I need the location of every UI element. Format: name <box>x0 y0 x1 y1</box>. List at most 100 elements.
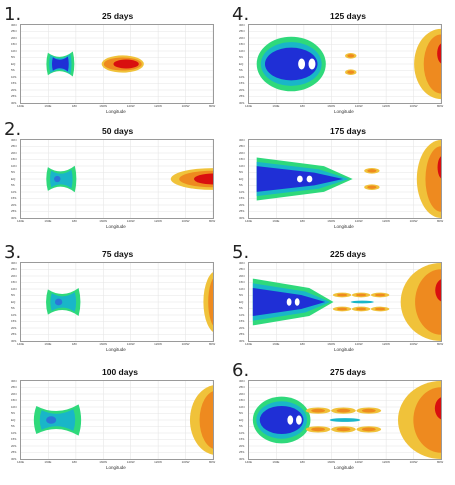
contour-plot <box>21 263 213 341</box>
y-tick-label: 30S <box>11 338 17 343</box>
y-tick-label: 10N <box>239 48 245 53</box>
contour-big_blue-0-hole-a <box>298 58 306 70</box>
y-tick-label: 10N <box>239 163 245 168</box>
x-tick-label: 140W <box>126 104 135 108</box>
y-tick-label: 15S <box>11 196 17 200</box>
y-tick-label: EQ <box>11 299 16 304</box>
y-tick-label: 30N <box>239 378 245 383</box>
y-tick-label: 5N <box>239 55 243 59</box>
contour-orange_chain-1-sc2 <box>374 307 386 311</box>
y-tick-label: 20N <box>239 273 245 278</box>
contour-green_bowtie-0-mid <box>39 409 76 431</box>
y-tick-label: 25S <box>11 209 17 213</box>
contour-plot <box>21 381 213 459</box>
x-tick-label: 160E <box>44 460 52 464</box>
panel-number: 4. <box>232 4 250 25</box>
contour-big_blue-0-hole-a <box>287 415 294 425</box>
y-tick-label: 30N <box>239 137 245 142</box>
y-tick-label: 5N <box>11 55 15 59</box>
x-tick-label: 160W <box>327 460 336 464</box>
y-tick-label: 15S <box>239 319 245 323</box>
x-tick-label: 120W <box>154 460 162 464</box>
x-tick-label: 120W <box>154 342 162 346</box>
y-tick-label: 20N <box>239 150 245 155</box>
panel-number: 6. <box>232 360 250 381</box>
y-tick-label: 25S <box>239 94 245 98</box>
x-tick-label: 180 <box>299 460 305 464</box>
y-tick-label: 5N <box>11 411 15 415</box>
x-tick-label: 100W <box>409 460 418 464</box>
panel-5: 4. 125 days 30N 25N 20N 15N 10N 5N EQ 5S 10S 15S 20S… <box>232 4 450 122</box>
x-tick-label: 80W <box>209 219 216 223</box>
panel-title: 125 days <box>330 11 366 21</box>
y-tick-label: 15S <box>11 319 17 323</box>
y-tick-label: 20N <box>11 391 17 396</box>
contour-orange_edge-2-mid <box>425 146 441 212</box>
x-tick-label: 80W <box>437 219 444 223</box>
y-tick-label: 15N <box>239 42 245 46</box>
y-tick-label: 20N <box>239 391 245 396</box>
panel-title: 225 days <box>330 249 366 259</box>
y-tick-label: 20N <box>11 150 17 155</box>
x-tick-label: 160E <box>44 104 52 108</box>
contour-orange_chain-1-nc1 <box>336 408 351 413</box>
x-axis-label: Longitude <box>106 109 126 114</box>
y-tick-label: 5S <box>239 68 243 72</box>
y-tick-label: 30N <box>11 260 17 265</box>
y-tick-label: 20S <box>11 87 17 92</box>
y-tick-label: 20N <box>11 273 17 278</box>
contour-plot <box>249 263 441 341</box>
y-tick-label: 10S <box>239 312 245 317</box>
x-tick-label: 140W <box>354 460 363 464</box>
y-tick-label: EQ <box>239 176 244 181</box>
y-tick-label: 15S <box>239 81 245 85</box>
y-tick-label: 10S <box>11 430 17 435</box>
y-tick-label: 15N <box>239 280 245 284</box>
x-tick-label: 160W <box>327 342 336 346</box>
y-tick-label: 20S <box>11 202 17 207</box>
panel-8: 6. 275 days 30N 25N 20N 15N 10N 5N EQ 5S 10S 15S 20S… <box>232 360 450 478</box>
x-tick-label: 100W <box>409 219 418 223</box>
y-tick-label: 15N <box>239 157 245 161</box>
y-tick-label: 20S <box>11 325 17 330</box>
panel-number: 5. <box>232 242 250 263</box>
y-tick-label: 10S <box>239 189 245 194</box>
y-tick-label: 10N <box>11 404 17 409</box>
y-tick-label: 25N <box>11 144 17 148</box>
contour-big_blue-0-hole-b <box>308 58 316 70</box>
y-tick-label: 25S <box>11 450 17 454</box>
panel-title: 25 days <box>102 11 134 21</box>
y-tick-label: 5N <box>11 293 15 297</box>
x-tick-label: 120W <box>382 104 390 108</box>
x-tick-label: 180 <box>299 342 305 346</box>
x-tick-label: 160W <box>327 104 336 108</box>
plot-area <box>248 24 442 104</box>
x-tick-label: 100W <box>181 219 190 223</box>
panel-4: 100 days 30N 25N 20N 15N 10N 5N EQ 5S 10S 15S 20S 25… <box>10 366 222 478</box>
y-tick-label: 25S <box>11 332 17 336</box>
contour-blue_wedge-0-hole-a <box>297 175 303 183</box>
contour-orange_chain-1-sc1 <box>336 427 351 432</box>
panel-6: 175 days 30N 25N 20N 15N 10N 5N EQ 5S 10S 15S 20S 25… <box>238 125 450 237</box>
x-tick-label: 120W <box>382 342 390 346</box>
x-axis-label: Longitude <box>334 465 354 470</box>
y-tick-label: 15S <box>11 437 17 441</box>
y-tick-label: 25S <box>239 332 245 336</box>
contour-orange_edge-2-core <box>437 156 441 179</box>
y-tick-label: 20S <box>239 443 245 448</box>
y-tick-label: 30S <box>11 100 17 105</box>
contour-orange_edge-1-mid <box>199 391 213 449</box>
panel-number: 1. <box>4 4 22 25</box>
y-tick-label: 30N <box>11 137 17 142</box>
x-tick-label: 160E <box>44 342 52 346</box>
plot-area <box>20 139 214 219</box>
x-tick-label: 140E <box>245 219 253 223</box>
y-tick-label: 30S <box>239 215 245 220</box>
y-tick-label: 5S <box>11 424 15 428</box>
x-tick-label: 180 <box>299 219 305 223</box>
contour-orange_chain-1-sc0 <box>311 427 326 432</box>
panel-number: 3. <box>4 242 22 263</box>
x-tick-label: 140E <box>17 342 25 346</box>
contour-big_blue-0-core <box>264 47 318 81</box>
x-tick-label: 100W <box>409 104 418 108</box>
